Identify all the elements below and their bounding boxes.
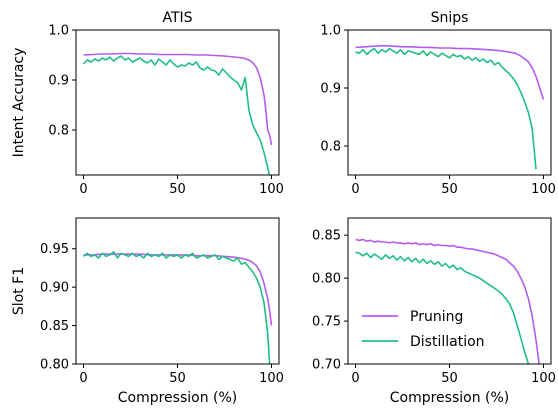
y-tick-label: 0.90 <box>40 281 69 296</box>
x-tick-label: 50 <box>441 182 458 197</box>
y-tick-label: 1.0 <box>320 24 341 39</box>
x-tick-label: 100 <box>259 182 284 197</box>
legend: Pruning Distillation <box>362 309 485 350</box>
y-tick-label: 0.95 <box>40 242 69 257</box>
y-tick-label: 0.9 <box>320 82 341 97</box>
series-line-pruning <box>355 238 540 364</box>
plot-frame <box>75 217 280 365</box>
y-tick-label: 1.0 <box>48 24 69 39</box>
panel-bottom-left: 0 50 100 0.80 0.85 0.90 0.95 Compression (%) Slo… <box>11 217 284 406</box>
y-tick-label: 0.8 <box>48 124 69 139</box>
x-axis-label: Compression (%) <box>390 390 510 406</box>
y-tick-label: 0.80 <box>40 358 69 373</box>
panel-top-right: 0 50 100 0.8 0.9 1.0 Snips <box>320 10 556 197</box>
y-tick-label: 0.9 <box>48 74 69 89</box>
y-tick-label: 0.85 <box>312 229 341 244</box>
x-tick-label: 0 <box>351 182 359 197</box>
y-tick-label: 0.70 <box>312 358 341 373</box>
x-tick-label: 0 <box>79 371 87 386</box>
x-tick-label: 100 <box>531 371 556 386</box>
panel-title: ATIS <box>162 10 192 26</box>
x-tick-label: 0 <box>351 371 359 386</box>
y-tick-label: 0.8 <box>320 140 341 155</box>
y-axis-label: Slot F1 <box>11 267 27 315</box>
panel-top-left: 0 50 100 0.8 0.9 1.0 ATIS Intent Accuracy <box>11 10 284 197</box>
legend-label: Distillation <box>410 334 485 350</box>
series-line-distillation <box>82 55 271 175</box>
series-line-distillation <box>82 251 271 364</box>
x-tick-label: 50 <box>169 182 186 197</box>
x-tick-label: 50 <box>169 371 186 386</box>
series-line-pruning <box>355 44 545 100</box>
plot-frame <box>347 29 552 176</box>
x-tick-label: 0 <box>79 182 87 197</box>
x-tick-label: 50 <box>441 371 458 386</box>
y-tick-label: 0.85 <box>40 319 69 334</box>
series-line-distillation <box>355 251 530 364</box>
y-tick-label: 0.75 <box>312 315 341 330</box>
x-tick-label: 100 <box>531 182 556 197</box>
x-axis-label: Compression (%) <box>118 390 238 406</box>
panel-bottom-right: 0 50 100 0.70 0.75 0.80 0.85 Compression (%) <box>312 217 556 406</box>
y-axis-label: Intent Accuracy <box>11 48 27 158</box>
series-line-pruning <box>83 253 273 326</box>
x-tick-label: 100 <box>259 371 284 386</box>
y-tick-label: 0.80 <box>312 272 341 287</box>
series-line-distillation <box>355 47 537 170</box>
series-line-pruning <box>83 52 273 146</box>
legend-label: Pruning <box>410 309 463 325</box>
panel-title: Snips <box>431 10 469 26</box>
